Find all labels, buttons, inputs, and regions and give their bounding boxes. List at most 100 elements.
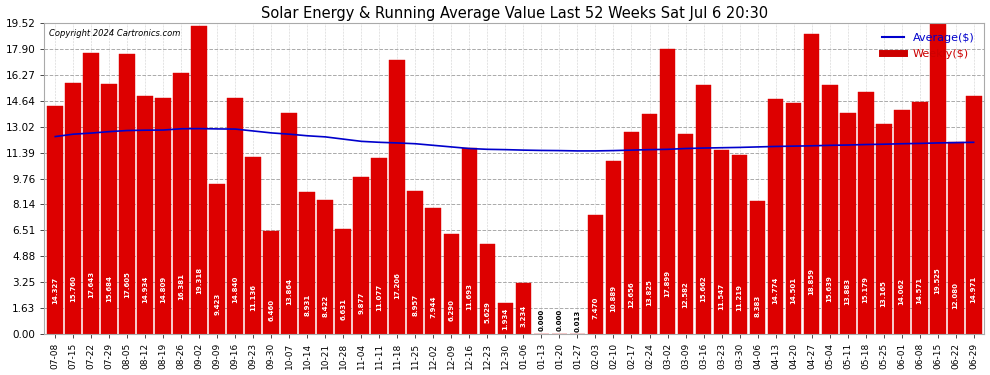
Bar xyxy=(120,54,136,334)
Bar xyxy=(228,98,244,334)
Bar xyxy=(389,60,405,334)
Text: 14.840: 14.840 xyxy=(233,276,239,303)
Text: 15.179: 15.179 xyxy=(862,276,868,303)
Text: 18.859: 18.859 xyxy=(809,268,815,295)
Legend: Average($), Weekly($): Average($), Weekly($) xyxy=(877,28,979,63)
Text: 8.931: 8.931 xyxy=(304,293,311,316)
Text: 8.422: 8.422 xyxy=(323,295,329,317)
Text: 12.582: 12.582 xyxy=(682,281,688,308)
Text: 11.693: 11.693 xyxy=(466,283,472,310)
Text: 14.327: 14.327 xyxy=(52,278,58,304)
Bar xyxy=(749,201,765,334)
Text: Copyright 2024 Cartronics.com: Copyright 2024 Cartronics.com xyxy=(50,29,180,38)
Text: 6.631: 6.631 xyxy=(341,298,346,320)
Text: 6.460: 6.460 xyxy=(268,298,274,321)
Text: 13.864: 13.864 xyxy=(286,278,292,306)
Text: 14.571: 14.571 xyxy=(917,277,923,304)
Bar xyxy=(299,192,315,334)
Text: 17.899: 17.899 xyxy=(664,270,670,297)
Text: 17.605: 17.605 xyxy=(125,271,131,298)
Bar xyxy=(263,231,279,334)
Text: 15.639: 15.639 xyxy=(827,275,833,302)
Bar xyxy=(677,134,693,334)
Text: 11.219: 11.219 xyxy=(737,284,742,311)
Bar xyxy=(714,150,730,334)
Title: Solar Energy & Running Average Value Last 52 Weeks Sat Jul 6 20:30: Solar Energy & Running Average Value Las… xyxy=(261,6,768,21)
Bar xyxy=(336,228,351,334)
Text: 14.809: 14.809 xyxy=(160,276,166,303)
Bar xyxy=(606,160,622,334)
Bar xyxy=(48,106,63,334)
Text: 11.547: 11.547 xyxy=(719,283,725,310)
Text: 17.643: 17.643 xyxy=(88,270,94,298)
Text: 0.000: 0.000 xyxy=(556,309,562,331)
Bar xyxy=(479,244,495,334)
Text: 5.629: 5.629 xyxy=(484,301,490,322)
Bar xyxy=(930,23,945,334)
Text: 15.662: 15.662 xyxy=(701,275,707,302)
Text: 14.971: 14.971 xyxy=(970,276,977,303)
Bar xyxy=(965,96,981,334)
Text: 6.290: 6.290 xyxy=(448,299,454,321)
Bar xyxy=(210,184,226,334)
Text: 8.957: 8.957 xyxy=(413,294,419,316)
Bar xyxy=(876,124,892,334)
Bar xyxy=(857,92,873,334)
Text: 17.206: 17.206 xyxy=(394,272,400,298)
Bar xyxy=(642,114,657,334)
Text: 0.013: 0.013 xyxy=(574,309,580,332)
Bar xyxy=(461,148,477,334)
Bar xyxy=(191,26,207,334)
Bar xyxy=(65,83,81,334)
Text: 11.136: 11.136 xyxy=(250,284,256,311)
Bar xyxy=(696,85,712,334)
Text: 13.165: 13.165 xyxy=(880,280,887,307)
Text: 7.944: 7.944 xyxy=(431,295,437,318)
Bar xyxy=(101,84,117,334)
Text: 14.934: 14.934 xyxy=(143,276,148,303)
Bar xyxy=(353,177,369,334)
Text: 13.883: 13.883 xyxy=(844,278,850,305)
Text: 13.825: 13.825 xyxy=(646,279,652,306)
Bar xyxy=(426,208,442,334)
Text: 15.684: 15.684 xyxy=(106,274,112,302)
Text: 11.077: 11.077 xyxy=(376,284,382,311)
Text: 0.000: 0.000 xyxy=(539,309,545,331)
Text: 12.080: 12.080 xyxy=(952,282,958,309)
Text: 3.234: 3.234 xyxy=(521,305,527,327)
Bar xyxy=(659,49,675,334)
Bar xyxy=(947,142,963,334)
Bar xyxy=(371,158,387,334)
Bar xyxy=(840,113,855,334)
Text: 9.423: 9.423 xyxy=(214,292,221,315)
Text: 7.470: 7.470 xyxy=(592,296,599,319)
Text: 1.934: 1.934 xyxy=(503,308,509,330)
Text: 15.760: 15.760 xyxy=(70,274,76,302)
Bar xyxy=(444,234,459,334)
Bar xyxy=(732,155,747,334)
Bar xyxy=(408,191,424,334)
Bar xyxy=(173,73,189,334)
Text: 14.501: 14.501 xyxy=(791,277,797,304)
Bar xyxy=(767,99,783,334)
Text: 14.062: 14.062 xyxy=(899,278,905,305)
Text: 8.383: 8.383 xyxy=(754,294,760,317)
Bar xyxy=(624,132,640,334)
Bar xyxy=(516,283,532,334)
Bar xyxy=(912,102,928,334)
Bar xyxy=(822,85,838,334)
Bar xyxy=(894,110,910,334)
Text: 10.889: 10.889 xyxy=(611,285,617,312)
Bar xyxy=(83,53,99,334)
Bar xyxy=(246,157,261,334)
Text: 12.656: 12.656 xyxy=(629,281,635,308)
Text: 19.525: 19.525 xyxy=(935,267,940,294)
Text: 19.318: 19.318 xyxy=(196,267,202,294)
Bar xyxy=(587,215,604,334)
Text: 9.877: 9.877 xyxy=(358,291,364,314)
Bar xyxy=(498,303,514,334)
Text: 14.774: 14.774 xyxy=(772,276,778,303)
Bar xyxy=(138,96,153,334)
Text: 16.381: 16.381 xyxy=(178,273,184,300)
Bar xyxy=(155,98,171,334)
